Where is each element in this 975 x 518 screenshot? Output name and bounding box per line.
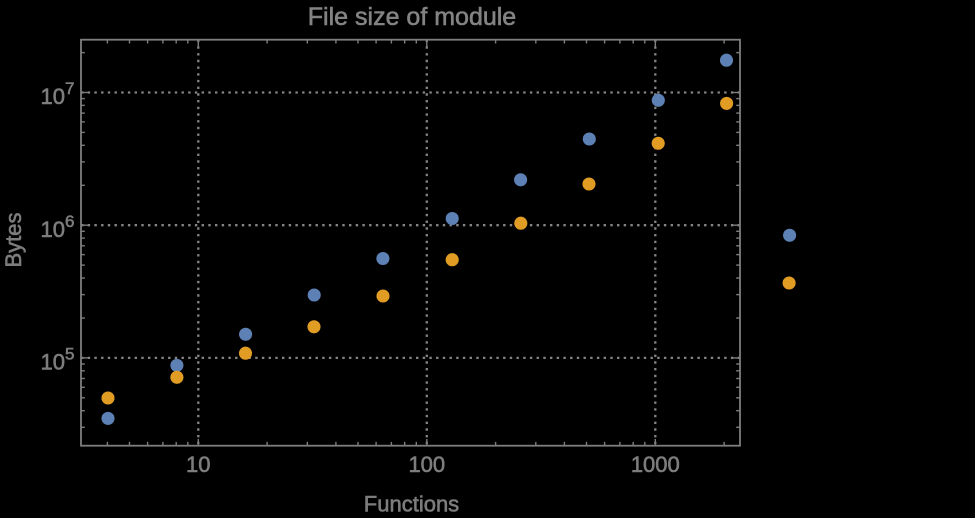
svg-text:Functions: Functions [364,492,459,514]
svg-text:File size of module: File size of module [308,3,516,31]
svg-text:Bytes: Bytes [1,212,26,267]
svg-text:107: 107 [41,79,75,109]
svg-text:10: 10 [186,452,210,477]
svg-text:1000: 1000 [631,452,680,477]
svg-text:105: 105 [41,345,75,375]
svg-text:100: 100 [408,452,445,477]
svg-text:106: 106 [41,212,75,242]
